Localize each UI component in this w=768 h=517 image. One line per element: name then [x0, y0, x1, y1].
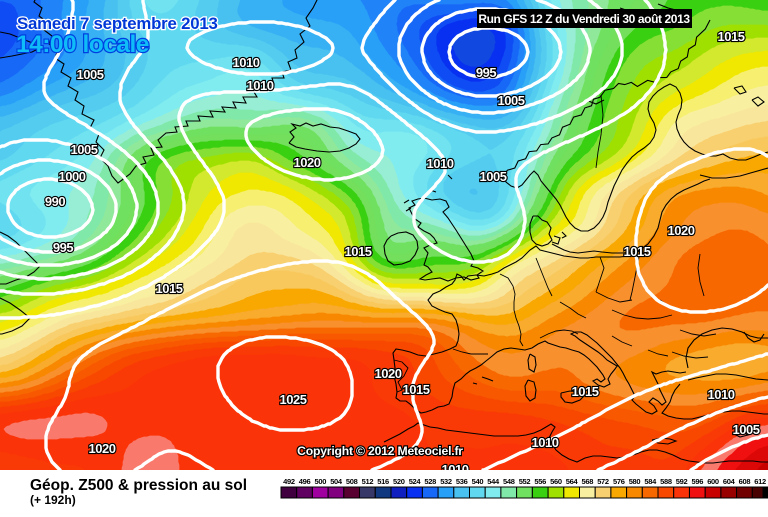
- svg-text:604: 604: [723, 477, 736, 486]
- svg-text:1020: 1020: [375, 366, 402, 381]
- svg-text:508: 508: [346, 477, 358, 486]
- svg-text:1025: 1025: [280, 392, 307, 407]
- svg-text:536: 536: [456, 477, 468, 486]
- svg-text:Copyright © 2012 Meteociel.fr: Copyright © 2012 Meteociel.fr: [297, 444, 463, 458]
- svg-text:516: 516: [377, 477, 389, 486]
- svg-text:1000: 1000: [59, 169, 86, 184]
- svg-text:1010: 1010: [233, 55, 260, 70]
- svg-text:1015: 1015: [718, 29, 745, 44]
- svg-text:532: 532: [440, 477, 452, 486]
- svg-text:588: 588: [660, 477, 672, 486]
- svg-text:600: 600: [707, 477, 719, 486]
- svg-text:1015: 1015: [572, 384, 599, 399]
- svg-text:524: 524: [409, 477, 422, 486]
- svg-text:1005: 1005: [77, 67, 104, 82]
- svg-text:1010: 1010: [532, 435, 559, 450]
- svg-text:592: 592: [676, 477, 688, 486]
- svg-text:995: 995: [53, 240, 73, 255]
- svg-text:548: 548: [503, 477, 515, 486]
- svg-text:1015: 1015: [624, 244, 651, 259]
- svg-text:1005: 1005: [71, 142, 98, 157]
- svg-text:1010: 1010: [247, 78, 274, 93]
- svg-text:(+ 192h): (+ 192h): [30, 493, 76, 507]
- svg-text:1015: 1015: [403, 382, 430, 397]
- svg-text:1005: 1005: [733, 422, 760, 437]
- svg-text:Géop. Z500 & pression au sol: Géop. Z500 & pression au sol: [30, 477, 247, 494]
- svg-text:528: 528: [424, 477, 436, 486]
- svg-text:504: 504: [330, 477, 343, 486]
- svg-text:584: 584: [644, 477, 657, 486]
- svg-text:492: 492: [283, 477, 295, 486]
- svg-text:1010: 1010: [708, 387, 735, 402]
- svg-text:580: 580: [629, 477, 641, 486]
- svg-text:596: 596: [691, 477, 703, 486]
- svg-text:1015: 1015: [345, 244, 372, 259]
- svg-text:1020: 1020: [89, 441, 116, 456]
- svg-text:1015: 1015: [156, 281, 183, 296]
- svg-text:608: 608: [739, 477, 751, 486]
- svg-text:500: 500: [314, 477, 326, 486]
- svg-text:540: 540: [472, 477, 484, 486]
- svg-text:556: 556: [534, 477, 546, 486]
- svg-text:568: 568: [581, 477, 593, 486]
- svg-text:1010: 1010: [427, 156, 454, 171]
- svg-text:990: 990: [45, 194, 65, 209]
- svg-text:572: 572: [597, 477, 609, 486]
- svg-text:544: 544: [487, 477, 500, 486]
- svg-text:564: 564: [566, 477, 579, 486]
- svg-text:552: 552: [519, 477, 531, 486]
- svg-text:512: 512: [362, 477, 374, 486]
- svg-text:14:00 locale: 14:00 locale: [16, 31, 149, 58]
- svg-text:496: 496: [299, 477, 311, 486]
- svg-text:612: 612: [754, 477, 766, 486]
- svg-text:576: 576: [613, 477, 625, 486]
- svg-text:520: 520: [393, 477, 405, 486]
- svg-text:560: 560: [550, 477, 562, 486]
- svg-text:1005: 1005: [498, 93, 525, 108]
- svg-text:1005: 1005: [480, 169, 507, 184]
- svg-text:1020: 1020: [668, 223, 695, 238]
- svg-text:Run GFS 12 Z du Vendredi 30 ao: Run GFS 12 Z du Vendredi 30 août 2013: [478, 12, 690, 26]
- svg-text:1020: 1020: [294, 155, 321, 170]
- svg-text:995: 995: [476, 65, 496, 80]
